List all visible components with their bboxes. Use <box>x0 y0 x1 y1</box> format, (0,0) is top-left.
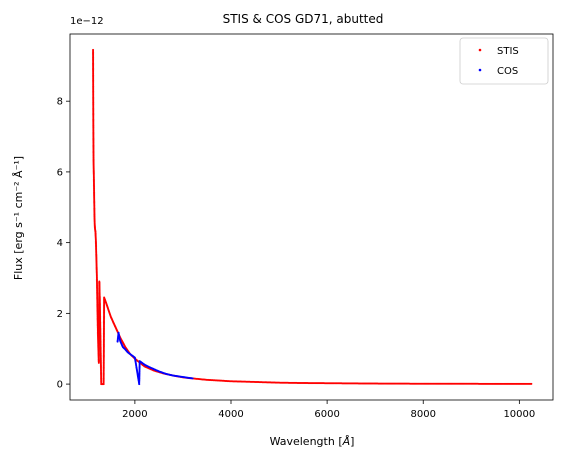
legend-label-stis: STIS <box>497 46 519 57</box>
x-tick-label: 4000 <box>218 409 243 420</box>
x-tick-label: 10000 <box>503 409 535 420</box>
series-stis <box>92 48 533 386</box>
legend-items: STIS COS <box>478 46 519 77</box>
data-points <box>92 48 533 386</box>
y-axis-label: Flux [erg s⁻¹ cm⁻² Å⁻¹] <box>12 156 25 280</box>
y-tick-label: 2 <box>57 309 63 320</box>
chart-title: STIS & COS GD71, abutted <box>223 12 384 26</box>
x-tick-label: 2000 <box>122 409 147 420</box>
series-cos <box>116 331 194 386</box>
y-tick-label: 8 <box>57 97 63 108</box>
plot-frame <box>69 33 554 401</box>
x-axis-label-prefix: Wavelength [ <box>270 435 343 448</box>
x-tick-label: 6000 <box>314 409 339 420</box>
data-point <box>530 382 533 385</box>
x-axis-label-unit: Å <box>342 435 351 448</box>
legend-label-cos: COS <box>497 66 518 77</box>
data-point <box>191 377 194 380</box>
x-tick-label: 8000 <box>411 409 436 420</box>
x-axis-ticks: 2000 4000 6000 8000 10000 <box>122 400 535 420</box>
y-offset-label: 1e−12 <box>70 16 104 27</box>
legend: STIS COS <box>459 37 549 85</box>
legend-marker-cos <box>478 68 482 72</box>
x-axis-label: Wavelength [Å] <box>270 435 355 448</box>
y-tick-label: 0 <box>57 380 63 391</box>
legend-marker-stis <box>478 48 482 52</box>
y-tick-label: 4 <box>57 238 63 249</box>
x-axis-label-suffix: ] <box>350 435 354 448</box>
y-tick-label: 6 <box>57 167 63 178</box>
y-axis-ticks: 0 2 4 6 8 <box>57 97 70 391</box>
